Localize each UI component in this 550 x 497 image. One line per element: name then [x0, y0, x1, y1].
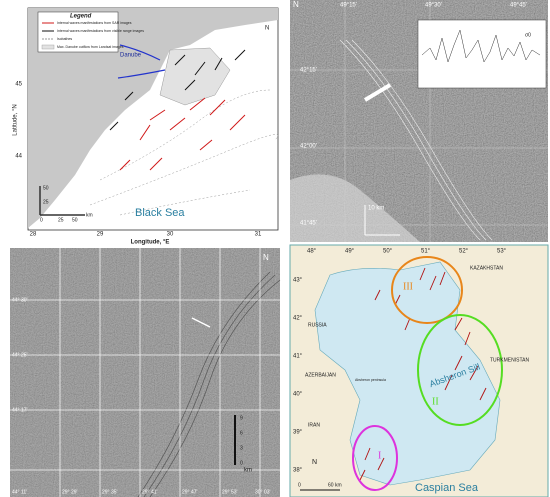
lon-tick: 28 — [30, 232, 37, 238]
lat-tick: 44 — [15, 154, 22, 160]
land — [28, 8, 278, 228]
lat-tick: 45 — [15, 82, 22, 88]
north: N — [265, 26, 269, 32]
lat-label: 42° — [293, 316, 303, 322]
x-axis-label: Longitude, °E — [131, 240, 170, 246]
lon-label: 49°15' — [340, 3, 357, 9]
north: N — [293, 0, 299, 9]
scale-zero: 0 — [298, 482, 301, 488]
legend-item: Internal waves manifestations from SAR i… — [57, 21, 132, 25]
lon-label: 29° 53' — [222, 489, 238, 495]
scale: 60 km — [328, 482, 342, 488]
scale-tick: 6 — [240, 430, 243, 436]
y-axis-label: Latitude, °N — [13, 104, 19, 135]
river-label: Danube — [120, 53, 142, 59]
lon-label: 52° — [459, 249, 469, 255]
scale-tick: 9 — [240, 415, 243, 421]
legend-title: Legend — [70, 14, 92, 20]
scale-tick: 25 — [43, 199, 49, 205]
lon-tick: 29 — [97, 232, 104, 238]
north: N — [263, 253, 269, 262]
country: KAZAKHSTAN — [470, 265, 503, 271]
lon-label: 51° — [421, 249, 431, 255]
sea — [314, 261, 501, 486]
country: RUSSIA — [308, 322, 327, 328]
lat-label: 41° — [293, 354, 303, 360]
lat-label: 41°45' — [300, 221, 317, 227]
lon-label: 48° — [307, 249, 317, 255]
lat-label: 44° 11' — [12, 489, 27, 495]
scale: 10 km — [368, 206, 384, 212]
lon-label: 29° 41' — [142, 489, 158, 495]
lon-label: 53° — [497, 249, 507, 255]
sar-panel-1: σ0 49°15' 49°30' 49°45' 42°15' 42°00' 41… — [290, 0, 548, 242]
legend-item: Max. Danube outflow from Landsat images — [57, 45, 124, 49]
sar-panel-2: 44° 30' 44° 25' 44° 17' 44° 11' 29° 29' … — [10, 248, 281, 497]
lon-label: 29° 29' — [62, 489, 78, 495]
scale-tick: 0 — [40, 217, 43, 223]
lat-label: 39° — [293, 430, 303, 436]
legend-item: Internal waves manifestations from visib… — [57, 29, 144, 33]
peninsula-label: Absheron peninsula — [355, 378, 386, 382]
scale-tick: 50 — [72, 217, 78, 223]
scale-tick: 50 — [43, 185, 49, 191]
region-label: II — [432, 396, 439, 407]
lat-label: 42°15' — [300, 68, 317, 74]
lat-label: 43° — [293, 278, 303, 284]
profile-label: σ0 — [525, 32, 531, 38]
lon-label: 29° 35' — [102, 489, 118, 495]
lat-label: 44° 17' — [12, 407, 28, 413]
lat-label: 42°00' — [300, 144, 317, 150]
scale-tick: 3 — [240, 445, 243, 451]
lat-label: 44° 30' — [12, 297, 28, 303]
sea-label: Caspian Sea — [415, 482, 479, 494]
lat-label: 40° — [293, 392, 303, 398]
scale-unit: km — [244, 468, 252, 474]
lon-label: 29° 47' — [182, 489, 198, 495]
lon-label: 49° — [345, 249, 355, 255]
scale-tick: 0 — [240, 460, 243, 466]
scale-tick: 25 — [58, 217, 64, 223]
lon-label: 49°45' — [510, 3, 527, 9]
country: TURKMENISTAN — [490, 357, 529, 363]
legend-item: Isobathes — [57, 37, 72, 41]
region-label: I — [378, 450, 381, 461]
country: IRAN — [308, 422, 320, 428]
lon-label: 50° — [383, 249, 393, 255]
caspian-panel: 48° 49° 50° 51° 52° 53° 43° 42° 41° 40° … — [289, 244, 549, 497]
country: AZERBAIJAN — [305, 372, 336, 378]
lat-label: 44° 25' — [12, 352, 28, 358]
sea-label: Black Sea — [135, 207, 185, 219]
lat-label: 38° — [293, 468, 303, 474]
black-sea-panel: Legend Internal waves manifestations fro… — [13, 7, 279, 246]
lon-tick: 31 — [255, 232, 262, 238]
lon-label: 30° 03' — [255, 489, 271, 495]
scale-unit: km — [86, 212, 93, 218]
north: N — [312, 459, 317, 466]
lon-tick: 30 — [167, 232, 174, 238]
region-label: III — [403, 281, 413, 292]
lon-label: 49°30' — [425, 3, 442, 9]
